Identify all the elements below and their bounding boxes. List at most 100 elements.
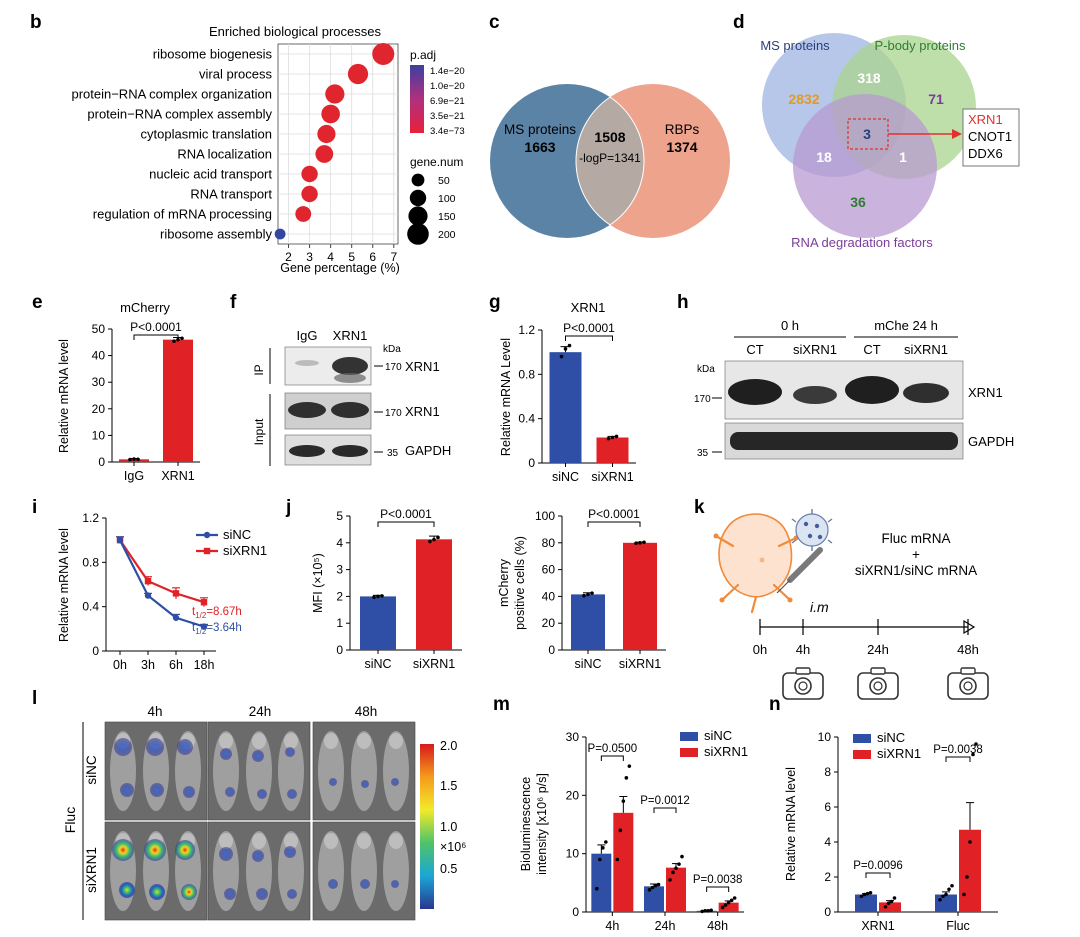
venn-d-count-ms-rna: 18 (816, 149, 832, 165)
chart-i-point (172, 590, 180, 597)
chart-b-color-tick-label: 6.9e−21 (430, 96, 465, 107)
chart-m-data-point (723, 903, 728, 907)
chart-e-data-point (128, 457, 132, 462)
chart-g-significance-bracket (565, 335, 613, 341)
chart-b-category-label: viral process (199, 67, 272, 82)
venn-c-count-overlap: 1508 (594, 129, 625, 145)
mouse-limbs (714, 534, 798, 614)
chart-b-color-ticks: 1.4e−20 1.0e−20 6.9e−21 3.5e−21 3.4e−73 (430, 66, 465, 137)
chart-b-color-tick-label: 3.5e−21 (430, 111, 465, 122)
blot-f-col-igg: IgG (297, 328, 318, 343)
imaging-luminescence-spot (391, 880, 399, 888)
venn-d-circle-rna-degradation (793, 94, 937, 238)
camera-icon-lens (959, 677, 977, 695)
venn-d-count-all: 3 (863, 126, 871, 142)
imaging-luminescence-spot (361, 780, 369, 788)
chart-e-significance-bracket (133, 334, 179, 340)
chart-n-category-label: XRN1 (861, 919, 894, 933)
chart-j2-data-point (638, 541, 642, 545)
chart-b-category-label: protein−RNA complex assembly (87, 107, 272, 122)
blot-f-ip-label: IP (252, 364, 266, 375)
imaging-mouse-silhouette (351, 831, 377, 911)
chart-i-y-tick-label: 0.4 (82, 600, 99, 614)
timeline-label-0h: 0h (753, 642, 767, 657)
chart-m-legend-label: siXRN1 (704, 744, 748, 759)
blot-h-gapdh-band (730, 432, 958, 450)
chart-j2-y-label-2: positive cells (%) (513, 536, 527, 630)
camera-icon-lens-inner (963, 681, 973, 691)
imaging-luminescence-spot (114, 738, 132, 756)
chart-n-data-point (883, 904, 888, 909)
imaging-mouse-silhouette (383, 731, 409, 811)
chart-m-y-tick-label: 20 (566, 788, 580, 802)
chart-j2-y-tick-label: 40 (542, 589, 556, 603)
venn-d-callout-arrowhead (952, 129, 962, 139)
chart-b-point (317, 124, 336, 144)
chart-e-title: mCherry (120, 300, 170, 315)
chart-b-color-scale (410, 65, 424, 133)
chart-n-data-point (889, 899, 894, 904)
chart-b-size-legend-dot (407, 223, 429, 245)
chart-j1-y-tick-label: 5 (336, 509, 343, 523)
chart-b-size-legend-dot (409, 189, 427, 207)
imaging-mouse-head (284, 733, 298, 749)
chart-n-p-value: P=0.0038 (933, 744, 983, 756)
venn-c-overlap-lens (575, 96, 645, 226)
panel-label-c: c (489, 12, 500, 33)
chart-m-p-value: P=0.0012 (640, 795, 690, 807)
chart-m-significance-bracket (653, 807, 677, 813)
chart-j2-y-tick-label: 0 (548, 643, 555, 657)
chart-j1-category-label: siXRN1 (413, 657, 455, 671)
panel-j-mfi: 0 1 2 3 4 5 siNC siXRN1 P<0.0001 MFI (×10⁵) (311, 507, 462, 671)
chart-e-category-label: XRN1 (161, 469, 194, 483)
chart-i-y-label: Relative mRNA level (57, 528, 71, 642)
panel-i: 0 0.4 0.8 1.2 0h 3h 6h 18h Relative mRNA level si… (57, 511, 267, 672)
chart-n-data-point (862, 892, 867, 897)
chart-i-x-tick-label: 18h (194, 658, 215, 672)
panel-k: i.m Fluc mRNA + siXRN1/siNC mRNA 0h 4h 2… (713, 509, 989, 700)
panel-h: 0 h mChe 24 h CT siXRN1 CT siXRN1 kDa 17… (694, 318, 1014, 460)
blot-h-kda: kDa (697, 364, 715, 375)
chart-j2-y-label-1: mCherry (497, 558, 511, 607)
timeline-label-24h: 24h (867, 642, 889, 657)
chart-i-x-tick-label: 3h (141, 658, 155, 672)
lnp-dot (807, 533, 813, 539)
chart-n-data-point (865, 891, 870, 896)
blot-h-xrn1-band-2 (793, 386, 837, 404)
chart-j1-y-tick-label: 1 (336, 616, 343, 630)
chart-b-x-tick-label: 6 (369, 250, 376, 264)
chart-e-data-point (172, 339, 176, 344)
chart-j2-data-point (590, 591, 594, 595)
chart-m-data-point (598, 857, 602, 862)
imaging-mouse-head (284, 833, 298, 849)
imaging-scale-unit: ×10⁶ (440, 840, 466, 854)
timeline-label-48h: 48h (957, 642, 979, 657)
camera-icon-lens-inner (873, 681, 883, 691)
chart-j1-data-point (436, 535, 440, 540)
chart-b-category-label: RNA localization (177, 147, 272, 162)
imaging-scale-tick-2.0: 2.0 (440, 739, 457, 753)
timeline-arrowhead (963, 619, 976, 635)
chart-g-bar (596, 437, 629, 463)
imaging-mouse-head (219, 733, 233, 749)
camera-icon-lens-inner (798, 681, 808, 691)
imaging-luminescence-spot (391, 778, 399, 786)
venn-d-callout-box (962, 108, 1020, 167)
blot-h-protein-1: XRN1 (968, 385, 1003, 400)
chart-j1-data-point (432, 537, 436, 542)
chart-i-series-line (119, 539, 205, 628)
blot-h-xrn1-band-1 (728, 379, 782, 405)
panel-c: MS proteins 1663 1508 -logP=1341 RBPs 13… (490, 84, 730, 238)
imaging-luminescence-spot (285, 747, 295, 757)
chart-i-halflife-sixrn1: t1/2=8.67h (192, 606, 242, 620)
chart-g-bar (549, 352, 582, 463)
chart-b-category-label: cytoplasmic translation (141, 127, 273, 142)
chart-g-data-point (567, 343, 572, 348)
syringe-needle (776, 579, 791, 594)
venn-c-count-rbps: 1374 (666, 139, 697, 155)
blot-f-marker-1: 170 (385, 362, 402, 373)
syringe-icon (776, 547, 823, 594)
blot-f-ip-band-xrn1-smear (334, 373, 366, 383)
chart-m-data-point (621, 799, 626, 803)
chart-i-x-tick-label: 6h (169, 658, 183, 672)
